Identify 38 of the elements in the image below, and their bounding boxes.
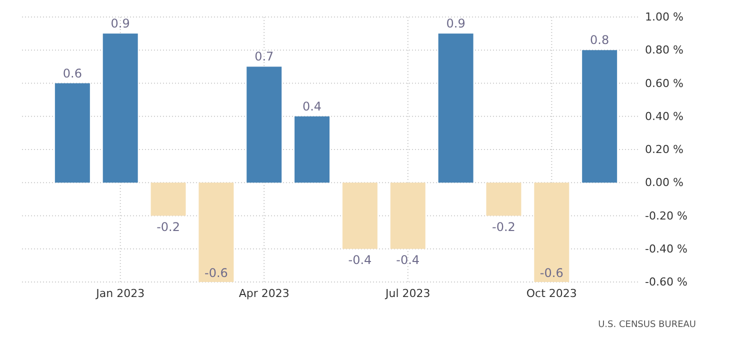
bar (150, 182, 186, 216)
x-tick-label: Jul 2023 (384, 287, 430, 300)
bar (246, 66, 282, 183)
y-tick-label: 0.00 % (645, 176, 684, 190)
y-tick-label: -0.20 % (645, 209, 688, 222)
data-label: 0.4 (302, 99, 322, 114)
data-label: 0.9 (446, 16, 466, 31)
bar (534, 182, 570, 282)
text: U.S. CENSUS BUREAU (598, 320, 696, 330)
bar (54, 83, 90, 183)
bar (390, 182, 426, 249)
bar (198, 182, 234, 282)
data-label: 0.9 (110, 16, 130, 31)
data-label: -0.2 (492, 220, 516, 234)
data-label: -0.4 (396, 252, 420, 267)
y-tick-label: 0.80 % (645, 44, 684, 57)
data-label: 0.6 (62, 66, 82, 80)
x-tick-label: Apr 2023 (238, 287, 290, 300)
data-label: -0.6 (204, 266, 228, 280)
y-tick-label: -0.40 % (645, 242, 688, 256)
y-tick-label: 0.40 % (645, 110, 684, 123)
x-tick-label: Oct 2023 (526, 287, 577, 300)
data-label: -0.4 (348, 252, 372, 267)
bar (438, 34, 474, 183)
data-label: -0.2 (156, 220, 180, 234)
data-label: 0.8 (590, 33, 610, 48)
y-tick-label: 1.00 % (645, 10, 684, 24)
bar (102, 34, 138, 183)
x-tick-label: Jan 2023 (95, 287, 145, 300)
bar (342, 182, 378, 249)
y-tick-label: 0.20 % (645, 143, 684, 156)
bar (486, 182, 522, 216)
data-label: -0.6 (540, 266, 564, 280)
bar (294, 116, 330, 183)
y-tick-label: -0.60 % (645, 276, 688, 289)
bar (582, 50, 618, 183)
y-tick-label: 0.60 % (645, 76, 684, 90)
data-label: 0.7 (254, 50, 274, 64)
